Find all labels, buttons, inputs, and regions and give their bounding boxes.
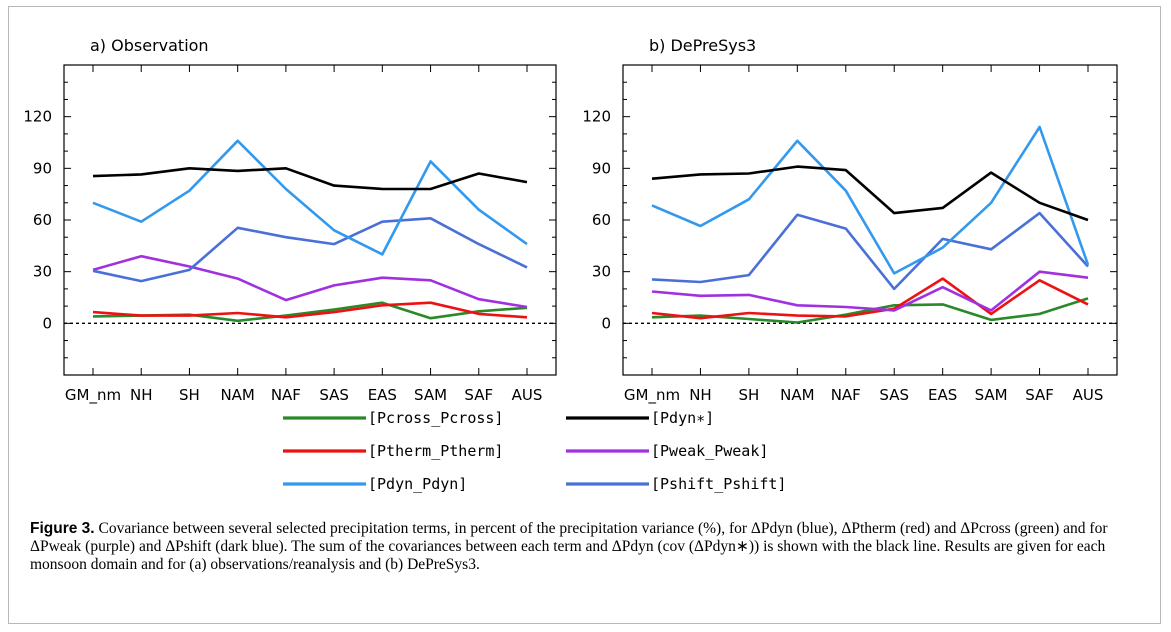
y-tick-label: 30 bbox=[33, 263, 52, 281]
y-tick-label: 30 bbox=[592, 263, 611, 281]
plot-frame bbox=[622, 64, 1118, 376]
legend: [Pcross_Pcross] [Pdyn∗] [Ptherm_Ptherm] [Pw… bbox=[283, 409, 786, 493]
y-tick-label: 0 bbox=[42, 314, 52, 332]
caption-text: Covariance between several selected prec… bbox=[30, 520, 1108, 573]
panel-observation: a) Observation 0 30 60 90 120 GM_nm NH SH NAM NAF… bbox=[23, 36, 557, 405]
x-tick-label: NAM bbox=[780, 386, 814, 404]
x-tick-label: SAF bbox=[1025, 386, 1054, 404]
y-tick-label: 90 bbox=[592, 159, 611, 177]
series-line-pdyn-pdyn bbox=[651, 125, 1090, 275]
x-tick-label: SH bbox=[738, 386, 759, 404]
panel-title: b) DePreSys3 bbox=[649, 36, 756, 55]
x-tick-label: NAM bbox=[220, 386, 254, 404]
y-tick-label: 90 bbox=[33, 159, 52, 177]
x-tick-label: EAS bbox=[928, 386, 957, 404]
series-line-pshift-pshift bbox=[92, 217, 528, 283]
x-tick-label: GM_nm bbox=[65, 386, 121, 405]
y-tick-label: 60 bbox=[592, 211, 611, 229]
x-tick-label: EAS bbox=[368, 386, 397, 404]
y-tick-label: 60 bbox=[33, 211, 52, 229]
x-tick-label: SAM bbox=[414, 386, 447, 404]
figure-caption: Figure 3. Covariance between several sel… bbox=[30, 520, 1140, 574]
series-line-pcross-pcross bbox=[92, 301, 528, 323]
caption-label: Figure 3. bbox=[30, 520, 95, 537]
y-tick-label: 0 bbox=[601, 314, 611, 332]
panel-title: a) Observation bbox=[90, 36, 209, 55]
x-tick-label: SH bbox=[179, 386, 200, 404]
panel-depresys3: b) DePreSys3 0 30 60 90 120 GM_nm NH SH NAM NAF SA… bbox=[582, 36, 1118, 405]
x-tick-label: GM_nm bbox=[624, 386, 680, 405]
x-tick-label: AUS bbox=[512, 386, 543, 404]
x-tick-label: NH bbox=[130, 386, 153, 404]
legend-label-pdyn-pdyn: [Pdyn_Pdyn] bbox=[368, 475, 467, 493]
x-tick-label: AUS bbox=[1073, 386, 1104, 404]
x-tick-label: NH bbox=[689, 386, 712, 404]
y-tick-label: 120 bbox=[23, 108, 52, 126]
legend-label-pshift-pshift: [Pshift_Pshift] bbox=[651, 475, 786, 493]
series-line-pcross-pcross bbox=[651, 297, 1089, 324]
series-line-pdyn-pdyn bbox=[92, 139, 528, 256]
series-line-pshift-pshift bbox=[651, 211, 1089, 291]
x-tick-label: SAS bbox=[879, 386, 909, 404]
x-tick-label: SAS bbox=[319, 386, 349, 404]
series-line-pweak-pweak bbox=[651, 270, 1089, 312]
series-line-ptherm-ptherm bbox=[92, 301, 528, 319]
legend-label-pcross-pcross: [Pcross_Pcross] bbox=[368, 409, 503, 427]
series-line-ptherm-ptherm bbox=[651, 277, 1089, 320]
x-tick-label: NAF bbox=[271, 386, 301, 404]
legend-label-ptherm-ptherm: [Ptherm_Ptherm] bbox=[368, 442, 503, 460]
y-tick-label: 120 bbox=[582, 108, 611, 126]
series-line-pweak-pweak bbox=[92, 254, 528, 309]
x-tick-label: NAF bbox=[831, 386, 861, 404]
x-tick-label: SAF bbox=[464, 386, 493, 404]
x-tick-label: SAM bbox=[975, 386, 1008, 404]
series-line-pdyn bbox=[651, 165, 1089, 222]
legend-label-pweak-pweak: [Pweak_Pweak] bbox=[651, 442, 768, 460]
legend-label-pdyn: [Pdyn∗] bbox=[651, 409, 714, 427]
series-line-pdyn bbox=[92, 167, 528, 191]
